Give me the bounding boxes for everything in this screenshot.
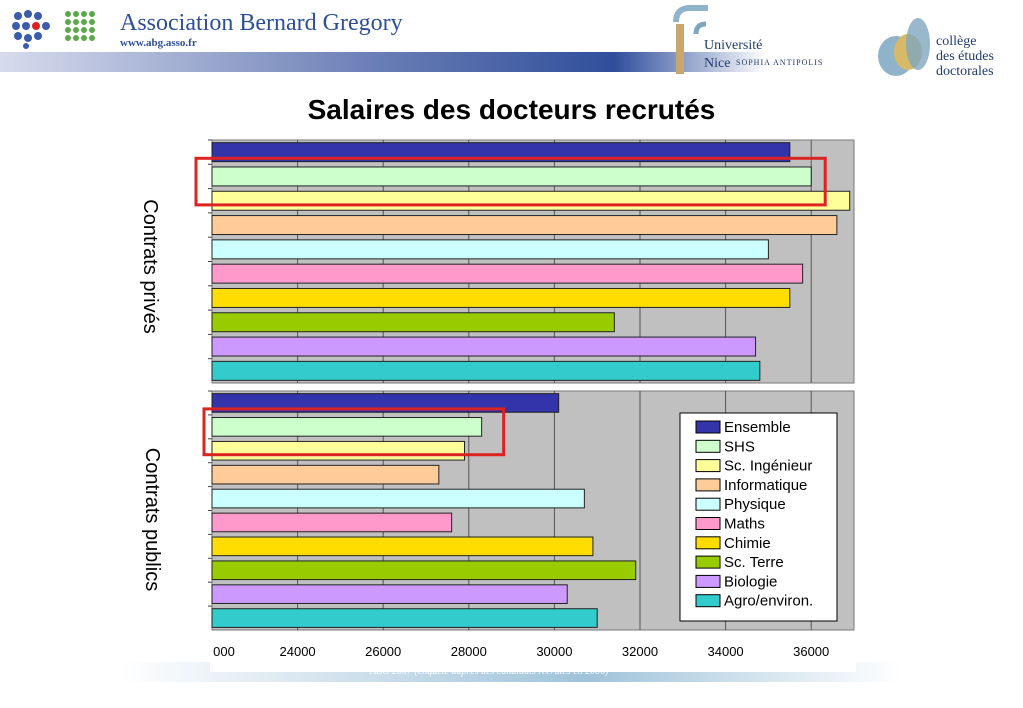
legend-label: Physique — [724, 496, 786, 513]
header-band — [0, 52, 1023, 72]
bar-biologie-2 — [211, 584, 568, 604]
legend-label: Sc. Terre — [724, 554, 784, 571]
legend-swatch — [695, 459, 721, 473]
legend-swatch — [695, 478, 721, 492]
legend-swatch — [695, 439, 721, 453]
x-tick-label: 30000 — [536, 644, 572, 659]
bar-sc-ing-nieur-1 — [211, 190, 851, 211]
ced-line1: collège — [936, 34, 977, 49]
highlight-box-1 — [194, 156, 827, 207]
abg-dots-icon — [12, 10, 95, 49]
legend-label: Sc. Ingénieur — [724, 458, 812, 475]
bar-informatique-1 — [211, 215, 838, 236]
ced-text: collège des études doctorales — [936, 34, 994, 79]
abg-title: Association Bernard Gregory — [120, 10, 403, 36]
bar-physique-1 — [211, 239, 769, 260]
bar-informatique-2 — [211, 464, 440, 485]
highlight-box-2 — [202, 407, 506, 457]
legend-swatch — [695, 555, 721, 569]
slide-title: Salaires des docteurs recrutés — [307, 94, 716, 125]
legend-label: Maths — [724, 516, 765, 533]
legend-swatch — [695, 497, 721, 511]
x-tick-label: 28000 — [451, 644, 487, 659]
ced-emblem-icon — [878, 18, 930, 76]
ced-logo: collège des études doctorales — [874, 4, 1019, 86]
legend-label: Biologie — [724, 573, 777, 590]
bar-chimie-1 — [211, 287, 791, 308]
ced-line3: doctorales — [936, 64, 994, 79]
bar-chimie-2 — [211, 536, 594, 557]
unice-line1: Université — [704, 38, 763, 53]
bar-sc-terre-2 — [211, 560, 637, 581]
bar-agro-environ--2 — [211, 608, 598, 628]
abg-logo: Association Bernard Gregory www.abg.asso… — [8, 6, 408, 50]
legend-swatch — [695, 536, 721, 550]
bar-maths-1 — [211, 263, 804, 284]
x-tick-label: 36000 — [793, 644, 829, 659]
bar-agro-environ--1 — [211, 360, 761, 381]
x-tick-label: 24000 — [280, 644, 316, 659]
x-tick-label: 26000 — [365, 644, 401, 659]
bar-shs-2 — [211, 417, 483, 437]
bar-physique-2 — [211, 488, 585, 509]
ced-line2: des études — [936, 49, 994, 64]
legend-swatch — [695, 420, 721, 434]
legend-label: Ensemble — [724, 419, 791, 436]
legend-label: SHS — [724, 438, 755, 455]
unice-line2: Nice — [704, 56, 731, 71]
unice-logo: Université Nice SOPHIA ANTIPOLIS — [668, 4, 833, 86]
bar-sc-terre-1 — [211, 312, 615, 333]
legend-label: Informatique — [724, 477, 807, 494]
legend-swatch — [695, 574, 721, 588]
unice-emblem-icon — [673, 5, 708, 74]
x-tick-label: 000 — [213, 644, 235, 659]
abg-url: www.abg.asso.fr — [120, 37, 197, 49]
legend-label: Chimie — [724, 535, 771, 552]
legend-swatch — [695, 517, 721, 530]
unice-subtitle: SOPHIA ANTIPOLIS — [736, 58, 824, 67]
bar-biologie-1 — [211, 336, 757, 357]
x-tick-label: 34000 — [708, 644, 744, 659]
x-tick-label: 32000 — [622, 644, 658, 659]
legend-swatch — [695, 594, 721, 608]
legend-label: Agro/environ. — [724, 593, 813, 610]
bar-sc-ing-nieur-2 — [211, 440, 466, 461]
bar-shs-1 — [211, 166, 812, 187]
bar-maths-2 — [211, 512, 453, 533]
